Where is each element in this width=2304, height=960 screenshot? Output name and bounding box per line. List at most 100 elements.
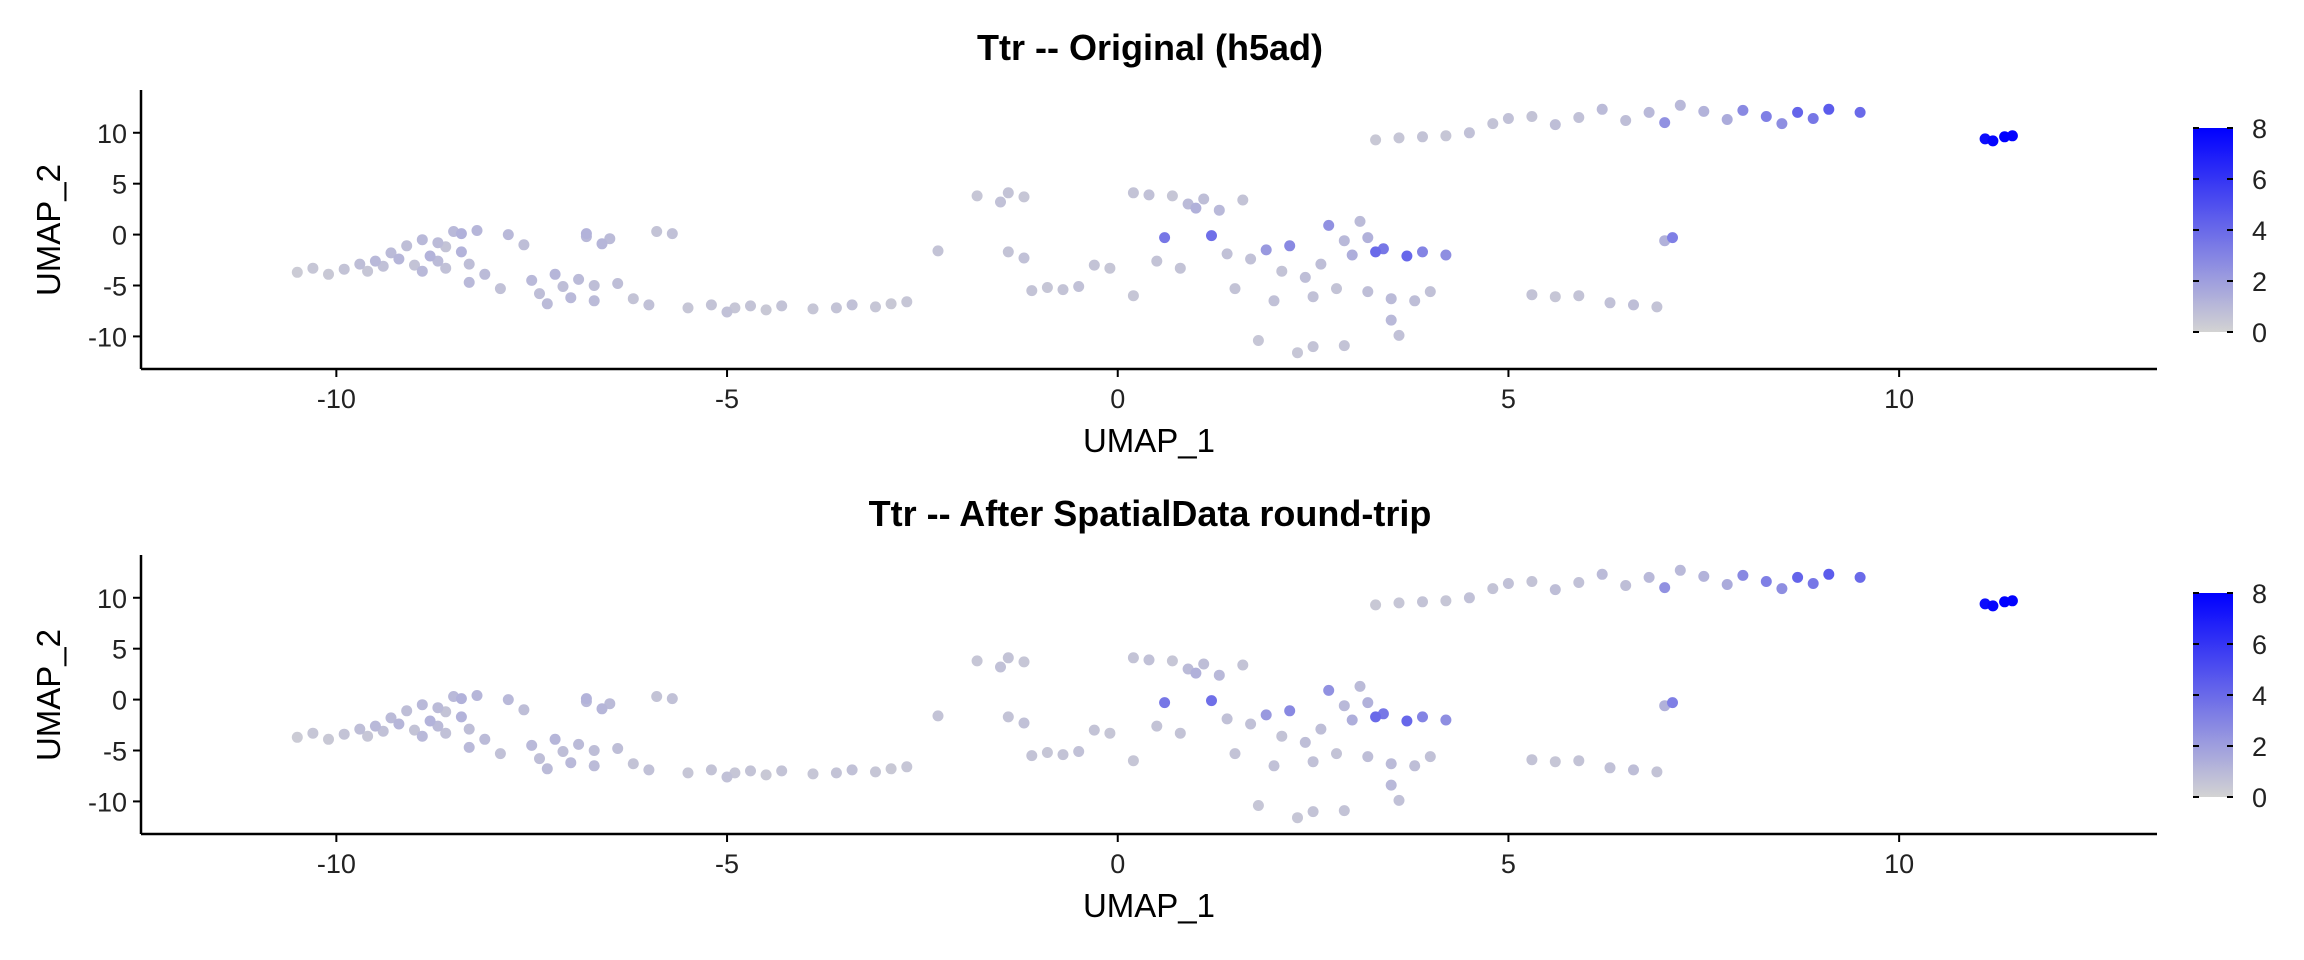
- data-point: [502, 229, 514, 241]
- data-point: [651, 226, 663, 237]
- data-point: [393, 718, 405, 730]
- data-point: [1573, 112, 1585, 123]
- data-point: [612, 743, 624, 754]
- data-point: [807, 768, 819, 780]
- data-point: [870, 766, 881, 778]
- data-point: [1424, 751, 1436, 763]
- data-point: [1620, 580, 1632, 591]
- data-point: [1354, 215, 1366, 227]
- data-point: [541, 763, 553, 775]
- data-point: [455, 711, 467, 723]
- data-point: [416, 699, 428, 711]
- data-point: [885, 298, 897, 310]
- data-point: [1440, 714, 1452, 726]
- data-point: [830, 302, 842, 314]
- data-point: [1807, 578, 1819, 589]
- data-point: [1487, 118, 1499, 130]
- colorbar-ticks: [2193, 592, 2233, 798]
- data-point: [682, 302, 694, 314]
- data-point: [1213, 204, 1225, 216]
- data-point: [1549, 291, 1561, 303]
- data-point: [760, 769, 772, 781]
- data-point: [416, 730, 428, 742]
- data-point: [1268, 295, 1280, 307]
- data-point: [588, 295, 600, 307]
- data-point: [463, 723, 475, 735]
- data-point: [1284, 240, 1296, 252]
- data-point: [424, 715, 436, 727]
- data-point: [1041, 282, 1053, 293]
- x-tick-label: 5: [1501, 849, 1516, 879]
- data-point: [549, 733, 561, 745]
- data-point: [502, 694, 514, 706]
- data-point: [643, 299, 655, 311]
- data-point: [432, 237, 444, 249]
- data-point: [526, 739, 538, 751]
- data-point: [1502, 578, 1514, 589]
- data-point: [846, 299, 858, 311]
- data-point: [565, 757, 577, 769]
- data-point: [1393, 794, 1405, 806]
- data-point: [1260, 709, 1272, 721]
- data-point: [1440, 595, 1452, 607]
- x-tick-label: -10: [317, 384, 356, 414]
- data-point: [1088, 724, 1100, 736]
- data-point: [401, 240, 413, 252]
- data-point: [1252, 800, 1264, 811]
- data-point: [1417, 246, 1428, 258]
- y-tick-label: -10: [88, 322, 127, 352]
- data-point: [557, 281, 569, 292]
- data-point: [1354, 680, 1366, 692]
- data-point: [1370, 711, 1382, 723]
- data-point: [846, 764, 858, 776]
- data-point: [1338, 235, 1350, 247]
- data-point: [1628, 299, 1639, 311]
- data-point: [596, 703, 608, 715]
- panel-round-trip: Ttr -- After SpatialData round-trip -10-…: [30, 493, 2267, 924]
- data-point: [1174, 262, 1186, 274]
- data-point: [455, 228, 467, 240]
- data-point: [534, 753, 545, 765]
- data-point: [1002, 246, 1014, 258]
- data-point: [1463, 127, 1475, 139]
- data-point: [1659, 582, 1671, 594]
- x-axis-title: UMAP_1: [1083, 422, 1215, 459]
- y-tick-label: 0: [112, 221, 127, 251]
- data-point: [1276, 265, 1288, 277]
- y-tick-label: -10: [88, 787, 127, 817]
- data-point: [1596, 568, 1608, 580]
- data-point: [580, 693, 592, 705]
- data-point: [1237, 194, 1249, 206]
- data-point: [1127, 755, 1139, 767]
- data-point: [1792, 106, 1804, 118]
- data-point: [1674, 564, 1686, 576]
- data-point: [776, 765, 788, 777]
- data-point: [1417, 596, 1428, 608]
- data-point: [1315, 258, 1327, 270]
- data-point: [1424, 286, 1436, 298]
- data-point: [1526, 754, 1538, 766]
- data-point: [1213, 669, 1225, 681]
- data-point: [1338, 700, 1350, 712]
- data-point: [463, 276, 475, 288]
- data-point: [682, 767, 694, 779]
- data-point: [338, 263, 350, 275]
- data-point: [432, 702, 444, 714]
- data-point: [995, 196, 1006, 208]
- data-point: [1362, 751, 1374, 763]
- colorbar-label-2: 2: [2252, 732, 2267, 762]
- data-point: [526, 274, 538, 286]
- data-point: [1440, 249, 1452, 261]
- data-point: [1159, 697, 1171, 709]
- data-point: [557, 746, 569, 757]
- data-point: [1018, 252, 1030, 264]
- data-point: [1409, 760, 1421, 772]
- data-point: [932, 245, 944, 257]
- data-point: [627, 758, 639, 770]
- x-tick-label: 10: [1884, 849, 1914, 879]
- data-point: [1854, 571, 1866, 583]
- data-point: [1370, 134, 1382, 146]
- x-tick-label: 0: [1110, 384, 1125, 414]
- x-tick-label: 0: [1110, 849, 1125, 879]
- y-tick-label: -5: [103, 272, 127, 302]
